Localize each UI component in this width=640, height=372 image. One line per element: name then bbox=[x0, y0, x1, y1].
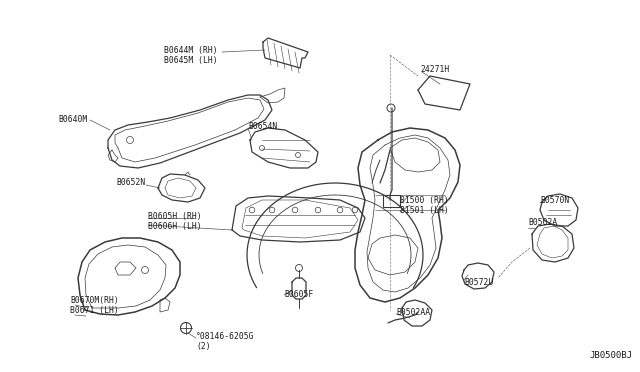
Text: B0652N: B0652N bbox=[116, 178, 146, 187]
Text: B0605H (RH)
B0606H (LH): B0605H (RH) B0606H (LH) bbox=[148, 212, 202, 231]
Text: B0644M (RH)
B0645M (LH): B0644M (RH) B0645M (LH) bbox=[164, 46, 218, 65]
Text: B0605F: B0605F bbox=[284, 290, 313, 299]
Text: 24271H: 24271H bbox=[420, 65, 449, 74]
Text: B0502AA: B0502AA bbox=[396, 308, 430, 317]
Text: B0654N: B0654N bbox=[248, 122, 277, 131]
Text: JB0500BJ: JB0500BJ bbox=[589, 351, 632, 360]
Text: B0572U: B0572U bbox=[464, 278, 493, 287]
Text: °08146-6205G
(2): °08146-6205G (2) bbox=[196, 332, 255, 352]
Text: B0570N: B0570N bbox=[540, 196, 569, 205]
Text: B0502A: B0502A bbox=[528, 218, 557, 227]
Text: B0640M: B0640M bbox=[59, 115, 88, 125]
Text: B0670M(RH)
B0671 (LH): B0670M(RH) B0671 (LH) bbox=[70, 296, 119, 315]
Text: 81500 (RH)
81501 (LH): 81500 (RH) 81501 (LH) bbox=[400, 196, 449, 215]
